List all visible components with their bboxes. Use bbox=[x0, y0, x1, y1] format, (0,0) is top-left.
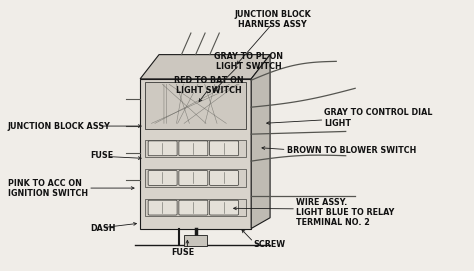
Polygon shape bbox=[251, 55, 270, 228]
FancyBboxPatch shape bbox=[148, 170, 177, 185]
Text: WIRE ASSY.
LIGHT BLUE TO RELAY
TERMINAL NO. 2: WIRE ASSY. LIGHT BLUE TO RELAY TERMINAL … bbox=[296, 198, 394, 227]
FancyBboxPatch shape bbox=[210, 200, 238, 215]
FancyBboxPatch shape bbox=[184, 235, 208, 246]
FancyBboxPatch shape bbox=[210, 141, 238, 156]
Text: BROWN TO BLOWER SWITCH: BROWN TO BLOWER SWITCH bbox=[287, 146, 416, 155]
Polygon shape bbox=[145, 140, 246, 157]
Text: JUNCTION BLOCK ASSY: JUNCTION BLOCK ASSY bbox=[8, 122, 110, 131]
FancyBboxPatch shape bbox=[148, 141, 177, 156]
Text: RED TO BAT ON
LIGHT SWITCH: RED TO BAT ON LIGHT SWITCH bbox=[174, 76, 244, 95]
Text: PINK TO ACC ON
IGNITION SWITCH: PINK TO ACC ON IGNITION SWITCH bbox=[8, 179, 88, 198]
Polygon shape bbox=[140, 55, 270, 79]
Text: GRAY TO PL ON
LIGHT SWITCH: GRAY TO PL ON LIGHT SWITCH bbox=[214, 52, 283, 71]
Text: GRAY TO CONTROL DIAL
LIGHT: GRAY TO CONTROL DIAL LIGHT bbox=[324, 108, 433, 127]
FancyBboxPatch shape bbox=[210, 170, 238, 185]
FancyBboxPatch shape bbox=[148, 200, 177, 215]
Polygon shape bbox=[145, 169, 246, 187]
Text: SCREW: SCREW bbox=[254, 240, 286, 249]
Text: DASH: DASH bbox=[91, 224, 116, 233]
Polygon shape bbox=[140, 79, 251, 228]
FancyBboxPatch shape bbox=[179, 170, 208, 185]
Text: FUSE: FUSE bbox=[91, 151, 114, 160]
Polygon shape bbox=[145, 82, 246, 129]
Text: FUSE: FUSE bbox=[171, 248, 194, 257]
FancyBboxPatch shape bbox=[179, 200, 208, 215]
Polygon shape bbox=[145, 199, 246, 216]
Text: JUNCTION BLOCK
HARNESS ASSY: JUNCTION BLOCK HARNESS ASSY bbox=[234, 10, 311, 29]
FancyBboxPatch shape bbox=[179, 141, 208, 156]
